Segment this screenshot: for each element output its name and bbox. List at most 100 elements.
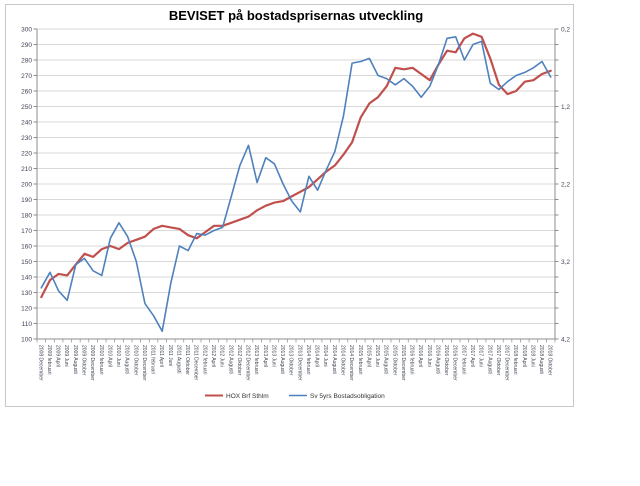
x-axis-category-label: 2016 februari (409, 345, 415, 374)
axes-group (33, 28, 559, 343)
gridlines-group (37, 28, 555, 324)
left-axis-tick-label: 110 (22, 321, 33, 328)
x-axis-category-label: 2012 Oktober (236, 345, 242, 376)
right-axis-tick-label: 2,2 (561, 181, 570, 188)
left-axis-tick-label: 130 (21, 290, 32, 297)
x-axis-category-label: 2015 Oktober (391, 345, 397, 376)
x-axis-category-label: 2009 Juni (63, 345, 69, 367)
x-axis-category-label: 2013 December (296, 345, 302, 381)
left-axis-tick-label: 180 (21, 212, 32, 219)
x-axis-category-label: 2014 December (348, 345, 354, 381)
x-axis-category-label: 2014 April (314, 345, 320, 367)
x-axis-category-label: 2016 Oktober (443, 345, 449, 376)
left-axis-tick-label: 100 (21, 336, 32, 343)
x-axis-category-label: 2015 februari (357, 345, 363, 374)
x-axis-category-label: 2017 December (504, 345, 510, 381)
x-axis-category-label: 2013 Juni (270, 345, 276, 367)
x-axis-category-label: 2011 Juni (167, 345, 173, 366)
left-axis-tick-label: 230 (21, 135, 32, 142)
x-axis-category-label: 2018 Juni (529, 345, 535, 367)
right-axis-labels: 0,2 1,2 2,2 3,2 4,2 (561, 26, 570, 343)
x-axis-labels: 2008 December 2009 februari 2009 April 2009… (37, 345, 552, 381)
chart-title: BEVISET på bostadsprisernas utveckling (169, 8, 423, 23)
x-axis-category-label: 2018 Augusti (538, 345, 544, 374)
left-axis-tick-label: 170 (21, 228, 32, 235)
left-axis-tick-label: 300 (21, 26, 32, 33)
x-axis-category-label: 2015 Augusti (383, 345, 389, 374)
x-axis-category-label: 2014 Juni (322, 345, 328, 367)
x-axis-category-label: 2009 Oktober (80, 345, 86, 376)
x-axis-category-label: 2015 December (400, 345, 406, 381)
legend-label-bond: Sv 5yrs Bostadsobligation (310, 393, 385, 400)
left-axis-tick-label: 140 (21, 274, 32, 281)
x-axis-category-label: 2016 Augusti (434, 345, 440, 374)
right-axis-tick-label: 3,2 (561, 259, 570, 266)
left-axis-tick-label: 210 (21, 166, 32, 173)
x-axis-category-label: 2009 Augusti (72, 345, 78, 374)
x-axis-category-label: 2016 April (417, 345, 423, 367)
series-lines-group (40, 32, 552, 333)
x-axis-category-label: 2017 Juni (478, 345, 484, 367)
left-axis-tick-label: 150 (21, 259, 32, 266)
x-axis-category-label: 2018 Oktober (547, 345, 553, 376)
legend: HOX Brf Sthlm Sv 5yrs Bostadsobligation (205, 393, 385, 400)
x-axis-category-label: 2009 februari (46, 345, 52, 374)
x-axis-category-label: 2013 April (262, 345, 268, 367)
x-axis-category-label: 2009 December (89, 345, 95, 381)
series-line-hox (40, 32, 552, 299)
x-axis-category-label: 2008 December (37, 345, 43, 381)
x-axis-category-label: 2010 December (141, 345, 147, 381)
x-axis-category-label: 2015 April (365, 345, 371, 367)
x-axis-category-label: 2011 Oktober (184, 345, 190, 375)
x-axis-category-label: 2012 Augusti (227, 345, 233, 374)
x-axis-category-label: 2013 Oktober (288, 345, 294, 376)
left-axis-tick-label: 190 (21, 197, 32, 204)
series-line-bond (40, 35, 552, 333)
right-axis-tick-label: 1,2 (561, 104, 570, 111)
left-axis-tick-label: 250 (21, 104, 32, 111)
x-axis-category-label: 2013 Augusti (279, 345, 285, 374)
x-axis-category-label: 2010 Augusti (124, 345, 130, 374)
x-axis-category-label: 2018 februari (512, 345, 518, 374)
left-axis-tick-label: 200 (21, 181, 32, 188)
x-axis-category-label: 2017 Oktober (495, 345, 501, 376)
left-axis-tick-label: 120 (21, 305, 32, 312)
x-axis-category-label: 2014 februari (305, 345, 311, 374)
x-axis-category-label: 2013 februari (253, 345, 259, 374)
x-axis-category-label: 2016 December (452, 345, 458, 381)
x-axis-category-label: 2011 December (193, 345, 199, 381)
x-axis-category-label: 2017 februari (460, 345, 466, 374)
left-axis-tick-label: 270 (21, 73, 32, 80)
left-axis-labels: 300 290 280 270 260 250 240 230 220 210 200 190 180 1… (21, 26, 32, 343)
x-axis-category-label: 2014 Oktober (339, 345, 345, 376)
left-axis-tick-label: 160 (21, 243, 32, 250)
left-axis-tick-label: 240 (21, 119, 32, 126)
left-axis-tick-label: 290 (21, 42, 32, 49)
x-axis-category-label: 2018 April (521, 345, 527, 367)
x-axis-category-label: 2016 Juni (426, 345, 432, 367)
x-axis-category-label: 2009 April (55, 345, 61, 367)
x-axis-category-label: 2017 April (469, 345, 475, 367)
x-axis-category-label: 2012 februari (201, 345, 207, 374)
x-axis-category-label: 2010 Juni (115, 345, 121, 367)
x-axis-category-label: 2012 April (210, 345, 216, 367)
left-axis-tick-label: 280 (21, 57, 32, 64)
x-axis-category-label: 2015 Juni (374, 345, 380, 367)
chart-frame-border (5, 4, 574, 407)
x-axis-category-label: 2010 April (106, 345, 112, 367)
x-axis-category-label: 2010 februari (98, 345, 104, 374)
x-axis-category-label: 2017 Augusti (486, 345, 492, 374)
x-axis-category-label: 2011 februari (150, 345, 156, 374)
x-axis-category-label: 2012 Juni (219, 345, 225, 367)
x-axis-category-label: 2011 Augusti (175, 345, 181, 374)
right-axis-tick-label: 0,2 (561, 26, 570, 33)
x-axis-category-label: 2012 December (245, 345, 251, 381)
x-axis-category-label: 2014 Augusti (331, 345, 337, 374)
left-axis-tick-label: 220 (21, 150, 32, 157)
x-axis-category-label: 2010 Oktober (132, 345, 138, 376)
legend-label-hox: HOX Brf Sthlm (226, 393, 269, 400)
x-axis-category-label: 2011 April (158, 345, 164, 367)
left-axis-tick-label: 260 (21, 88, 32, 95)
